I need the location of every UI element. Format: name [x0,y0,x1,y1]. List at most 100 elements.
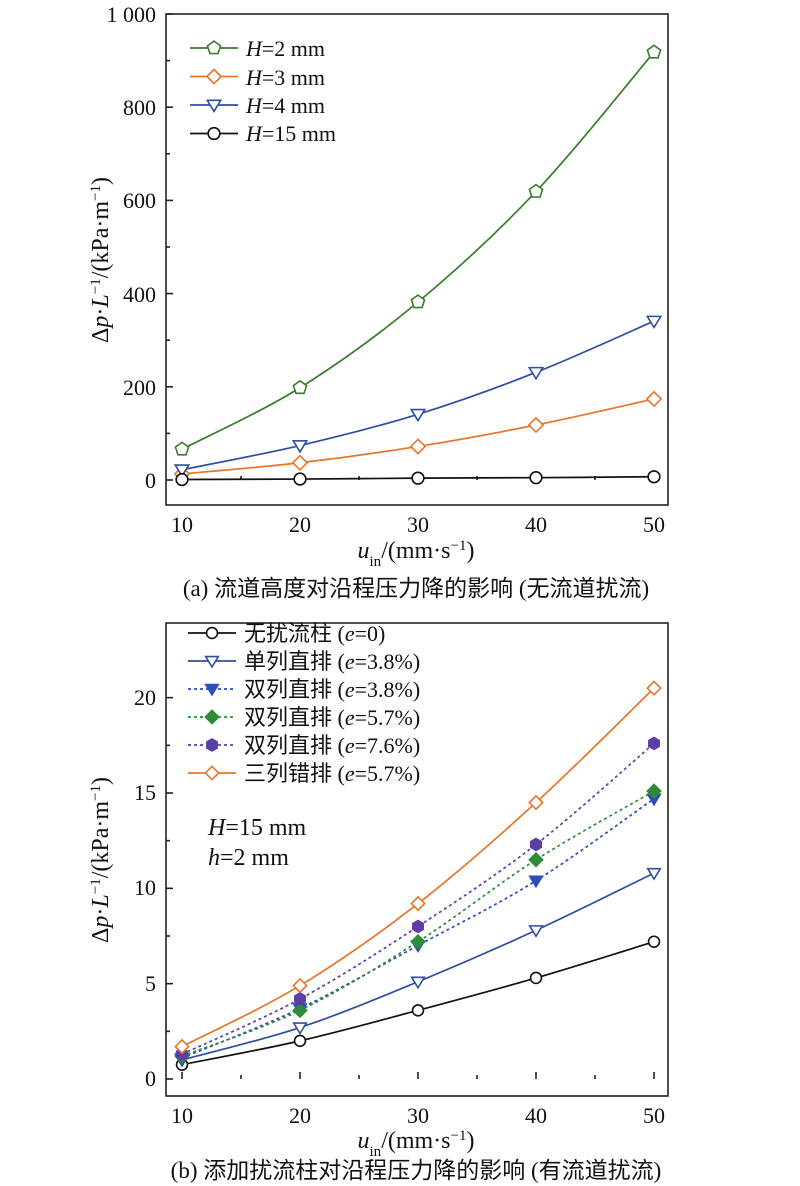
panel-a-chart: 10 20 30 40 50 0 200 400 600 800 1 000 Δ… [88,2,669,601]
panel-a-series-0-point [174,441,190,456]
panel-b-chart: 10 20 30 40 50 0 5 10 15 20 Δp·L−1/(kPa·… [88,621,669,1183]
panel-b-series-4-point [294,992,306,1006]
panel-b-series-0-point [411,1004,425,1017]
panel-b-legend-marker [206,738,218,752]
panel-b-y-tick-label: 0 [145,1066,156,1091]
panel-b-series-1-point [528,925,544,938]
panel-b-series-5-point [410,895,426,912]
panel-b-ticks [166,696,655,1080]
panel-a-series-3-point [647,470,661,484]
panel-a-legend-marker [206,40,222,55]
panel-b-x-axis-label: uin/(mm·s−1) [358,1128,475,1160]
panel-a-series-2-point [409,408,427,423]
panel-b-series-5-point [292,977,308,994]
panel-a-y-tick-label: 600 [123,188,156,213]
panel-b-x-tick-label: 20 [289,1103,311,1128]
panel-b-annotation-pin-height: h=2 mm [208,845,289,871]
panel-b-series-5-point [174,1038,190,1055]
panel-a-legend-label: H=2 mm [245,36,325,61]
panel-b-x-tick-labels: 10 20 30 40 50 [171,1103,665,1128]
panel-a-series-2-point [527,366,545,381]
panel-a-series-0-point [528,183,544,198]
panel-a-series-1-point [291,454,309,472]
panel-b-series-3-point [410,933,426,950]
panel-a-y-tick-label: 0 [145,468,156,493]
panel-a-series-3-point [293,472,307,486]
panel-b-legend-label: 无扰流柱 (e=0) [244,621,385,646]
panel-b-legend-label: 双列直排 (e=3.8%) [244,677,420,702]
panel-b-y-tick-label: 15 [134,780,156,805]
panel-a-y-tick-label: 400 [123,282,156,307]
panel-b-series-2-point [528,875,544,889]
panel-b-series-0-point [529,971,543,985]
panel-b-series-0-point [293,1034,307,1048]
panel-a-y-tick-label: 200 [123,375,156,400]
panel-b-x-tick-label: 10 [171,1103,193,1128]
panel-a-series-0-point [292,379,308,395]
panel-a-series-2-point [645,315,663,330]
panel-a-series-1-point [409,438,427,455]
panel-b-y-tick-labels: 0 5 10 15 20 [134,685,156,1091]
panel-b-x-tick-label: 50 [643,1103,665,1128]
panel-b-legend-marker [204,709,220,725]
panel-a-y-tick-label: 1 000 [107,2,157,27]
panel-a-plot-frame [165,13,669,506]
panel-a-x-tick-label: 40 [525,512,547,537]
panel-b-legend-label: 双列直排 (e=5.7%) [244,705,420,730]
panel-b-series-group [174,680,662,1071]
panel-b-y-tick-label: 10 [134,875,156,900]
panel-b-legend-label: 单列直排 (e=3.8%) [244,649,420,674]
panel-b-y-tick-label: 20 [134,685,156,710]
panel-a-x-tick-label: 50 [643,512,665,537]
panel-b-series-5-point [646,680,662,696]
panel-a-x-tick-label: 20 [289,512,311,537]
panel-b-caption: (b) 添加扰流柱对沿程压力降的影响 (有流道扰流) [171,1158,662,1183]
panel-b-x-tick-label: 30 [407,1103,429,1128]
panel-a-series-2-point [291,439,309,454]
panel-a-series-0-point [410,294,426,309]
panel-a-series-3-point [175,472,189,487]
panel-a-series-3-point [529,471,543,485]
panel-b-x-tick-label: 40 [525,1103,547,1128]
panel-a-series-3-point [411,471,425,485]
panel-a-series-0-point [646,44,662,59]
panel-a-legend-label: H=15 mm [245,121,336,146]
panel-a-legend: H=2 mm H=3 mm H=4 mm H=15 mm [190,36,336,146]
panel-a-legend-marker [205,68,223,85]
panel-a-legend-label: H=4 mm [245,93,325,118]
panel-b-legend-marker [204,683,220,697]
panel-b-plot-frame [165,622,669,1097]
panel-a-series-1-point [527,416,545,434]
panel-a-x-tick-label: 10 [171,512,193,537]
panel-b-series-2-line [181,798,655,1059]
panel-b-series-3-point [292,1002,308,1019]
panel-b-series-1-point [292,1022,308,1036]
panel-b-legend-marker [205,626,219,640]
panel-a-series-2-point [173,464,191,478]
panel-a-legend-marker [207,126,221,141]
panel-b-series-0-point [647,935,661,948]
panel-a-legend-marker [205,99,223,113]
panel-a-x-tick-label: 30 [407,512,429,537]
panel-b-series-4-point [412,919,424,934]
panel-a-legend-label: H=3 mm [245,65,325,90]
panel-b-series-3-point [528,851,544,868]
panel-b-series-5-point [528,794,544,811]
panel-b-legend-label: 双列直排 (e=7.6%) [244,733,420,758]
panel-b-series-3-point [646,783,662,799]
panel-b-legend: 无扰流柱 (e=0) 单列直排 (e=3.8%) 双列直排 (e=3.8%) 双… [188,621,420,786]
panel-a-x-tick-labels: 10 20 30 40 50 [171,512,665,537]
panel-b-legend-label: 三列错排 (e=5.7%) [244,761,420,786]
panel-b-annotation-channel-height: H=15 mm [207,815,307,841]
panel-b-series-1-point [410,976,426,990]
panel-b-series-4-point [648,736,660,751]
panel-b-legend-marker [204,765,220,781]
panel-b-series-4-point [530,837,542,852]
panel-b-series-1-point [646,867,662,881]
panel-a-y-tick-labels: 0 200 400 600 800 1 000 [107,2,157,493]
panel-a-x-axis-label: uin/(mm·s−1) [358,538,475,570]
panel-a-legend-symbols [190,40,238,141]
panel-a-series-1-point [645,390,663,408]
panel-a-caption: (a) 流道高度对沿程压力降的影响 (无流道扰流) [183,576,649,601]
